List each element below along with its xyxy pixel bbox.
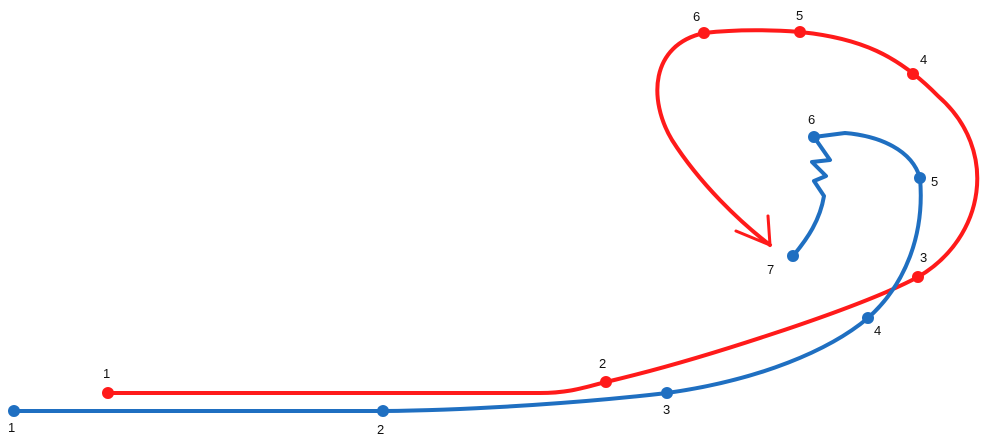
red-point-6-label: 6 (693, 9, 700, 24)
blue-point-5-label: 5 (931, 174, 938, 189)
blue-point-5-marker (914, 172, 926, 184)
blue-point-6-label: 6 (808, 112, 815, 127)
red-point-1-marker (102, 387, 114, 399)
red-point-5-label: 5 (796, 8, 803, 23)
red-point-2-label: 2 (599, 356, 606, 371)
red-point-4-label: 4 (920, 52, 927, 67)
blue-point-3-marker (661, 387, 673, 399)
red-point-2-marker (600, 376, 612, 388)
blue-point-6-marker (808, 131, 820, 143)
blue-track-path (12, 131, 923, 413)
blue-point-7-marker (787, 250, 799, 262)
blue-point-1-label: 1 (8, 420, 15, 435)
red-point-3-label: 3 (920, 250, 927, 265)
blue-point-7-label: 7 (767, 262, 774, 277)
blue-point-4-label: 4 (874, 323, 881, 338)
red-point-1-label: 1 (103, 366, 110, 381)
blue-point-4-marker (862, 312, 874, 324)
red-point-4-marker (907, 68, 919, 80)
red-point-5-marker (794, 26, 806, 38)
red-point-6-marker (698, 27, 710, 39)
red-track-path (106, 28, 980, 395)
blue-point-2-marker (377, 405, 389, 417)
blue-point-1-marker (8, 405, 20, 417)
blue-point-2-label: 2 (377, 422, 384, 437)
red-point-3-marker (912, 271, 924, 283)
red-track-arrow-head (734, 214, 772, 247)
blue-point-3-label: 3 (663, 402, 670, 417)
